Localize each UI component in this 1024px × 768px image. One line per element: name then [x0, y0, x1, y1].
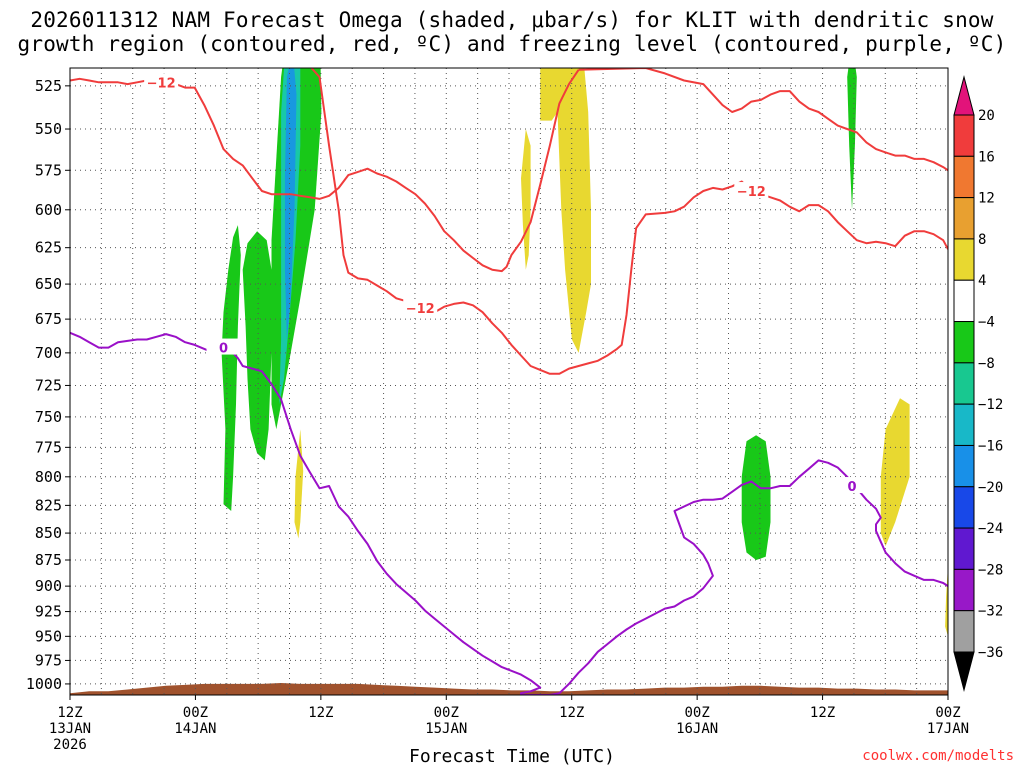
contour-layer: −12 −12 −12 0 0	[70, 68, 948, 695]
y-tick-label: 850	[35, 524, 62, 542]
y-tick-label: 775	[35, 438, 62, 456]
contour-label: −12	[737, 185, 766, 200]
colorbar-box	[953, 403, 975, 446]
omega-region-yellow-upper-1	[521, 129, 531, 270]
y-tick-label: 750	[35, 408, 62, 426]
colorbar-box	[953, 486, 975, 529]
x-tick-label: 00Z	[684, 705, 709, 721]
y-tick-label: 900	[35, 577, 62, 595]
colorbar-label: 12	[978, 191, 995, 207]
x-tick-label: 15JAN	[425, 721, 467, 737]
x-tick-label: 2026	[53, 737, 87, 753]
plot-frame	[69, 67, 949, 696]
y-tick-label: 825	[35, 496, 62, 514]
contour-dendritic-upper-right-12C	[578, 68, 948, 172]
x-tick-label: 12Z	[57, 705, 82, 721]
colorbar-box	[953, 444, 975, 488]
contour-freezing-level-0C	[70, 331, 948, 695]
colorbar-box	[953, 527, 975, 570]
surface-terrain	[70, 683, 948, 695]
contour-label: 0	[219, 342, 228, 357]
x-tick-label: 00Z	[434, 705, 459, 721]
x-tick-label: 00Z	[935, 705, 960, 721]
colorbar-box	[953, 155, 975, 199]
contour-dendritic-lower-18C	[310, 68, 948, 375]
colorbar-box	[953, 321, 975, 364]
y-tick-label: 675	[35, 310, 62, 328]
y-tick-label: 975	[35, 651, 62, 669]
chart-title-line2: growth region (contoured, red, ºC) and f…	[17, 32, 1007, 56]
y-tick-label: 650	[35, 275, 62, 293]
x-tick-label: 13JAN	[49, 721, 91, 737]
omega-region-green-right-lower	[741, 435, 771, 560]
colorbar-label: −16	[978, 438, 1003, 454]
omega-region-green-band-2	[242, 231, 272, 461]
omega-region-green-right-upper	[847, 68, 857, 210]
colorbar-label: −4	[978, 315, 995, 331]
x-tick-label: 12Z	[308, 705, 333, 721]
omega-region-yellow-right-edge	[945, 565, 948, 637]
colorbar-bottom-triangle	[953, 651, 975, 692]
terrain-layer	[70, 683, 948, 695]
contour-label: 0	[848, 480, 857, 495]
colorbar-label: 8	[978, 232, 986, 248]
omega-region-green-band-1	[221, 225, 241, 511]
y-tick-label: 1000	[26, 675, 62, 693]
y-tick-label: 950	[35, 627, 62, 645]
y-tick-label: 525	[35, 77, 62, 95]
contour-dendritic-upper--12C	[70, 69, 580, 273]
x-tick-label: 17JAN	[927, 721, 969, 737]
y-tick-label: 575	[35, 161, 62, 179]
colorbar-box	[953, 238, 975, 281]
x-tick-label: 14JAN	[174, 721, 216, 737]
colorbar-box	[953, 568, 975, 612]
colorbar-box	[953, 114, 975, 157]
contour-label-bg	[734, 182, 769, 199]
colorbar-box	[953, 197, 975, 240]
colorbar-label: −36	[978, 645, 1003, 661]
contour-label-bg	[403, 299, 438, 316]
contour-label: −12	[406, 302, 435, 317]
y-tick-label: 550	[35, 120, 62, 138]
contour-label-bg	[144, 73, 179, 90]
y-tick-label: 625	[35, 239, 62, 257]
colorbar-label: −8	[978, 356, 995, 372]
y-tick-label: 800	[35, 468, 62, 486]
contour-label-bg	[835, 477, 870, 494]
x-tick-label: 16JAN	[676, 721, 718, 737]
colorbar-label: 20	[978, 108, 995, 124]
x-tick-label: 00Z	[183, 705, 208, 721]
credit-text: coolwx.com/modelts	[862, 748, 1014, 764]
colorbar-label: −32	[978, 604, 1003, 620]
y-tick-label: 725	[35, 376, 62, 394]
colorbar-label: 16	[978, 149, 995, 165]
colorbar-box	[953, 362, 975, 405]
contour-label: −12	[147, 76, 176, 91]
colorbar-label: −12	[978, 397, 1003, 413]
x-tick-label: 12Z	[559, 705, 584, 721]
contour-label-bg	[206, 338, 241, 355]
colorbar-box	[953, 279, 975, 323]
colorbar-box	[953, 610, 975, 653]
y-tick-label: 925	[35, 603, 62, 621]
omega-region-yellow-upper-2	[540, 68, 591, 353]
y-axis: 525 550 575 600 625 650 675 700 725 750 775 800 825 8…	[26, 77, 70, 693]
grid-layer	[70, 68, 948, 695]
omega-region-yellow-right-lower	[880, 398, 910, 547]
x-tick-label: 12Z	[810, 705, 835, 721]
y-tick-label: 600	[35, 201, 62, 219]
y-tick-label: 875	[35, 551, 62, 569]
omega-region-blue-band	[284, 68, 297, 340]
colorbar-label: 4	[978, 273, 986, 289]
y-tick-label: 700	[35, 344, 62, 362]
colorbar-label: −28	[978, 562, 1003, 578]
colorbar-label: −24	[978, 521, 1003, 537]
x-axis-title: Forecast Time (UTC)	[409, 746, 615, 767]
colorbar: 20 16 12 8 4 −4 −8 −12 −16 −20 −24 −28 −32 −36	[953, 75, 1003, 692]
colorbar-label: −20	[978, 480, 1003, 496]
chart-title-line1: 2026011312 NAM Forecast Omega (shaded, μ…	[30, 8, 994, 32]
colorbar-top-triangle	[953, 75, 975, 116]
